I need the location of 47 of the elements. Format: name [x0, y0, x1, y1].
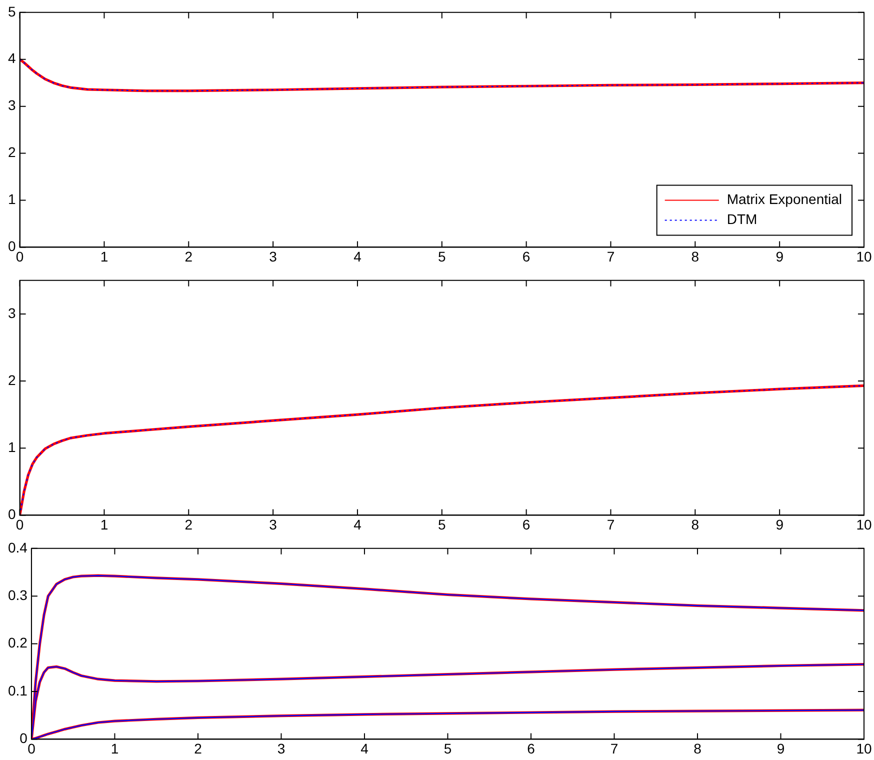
x-tick-label: 1: [110, 740, 119, 756]
x-tick-label: 2: [194, 740, 202, 756]
x-tick-label: 8: [691, 516, 700, 532]
x-tick-label: 3: [277, 740, 286, 756]
x-tick-label: 5: [438, 516, 446, 532]
y-tick-label: 3: [8, 97, 16, 114]
x-tick-label: 2: [184, 516, 193, 532]
y-tick-label: 2: [8, 144, 16, 160]
x-tick-label: 9: [776, 248, 784, 264]
legend-label: DTM: [726, 211, 758, 228]
x-tick-label: 4: [354, 516, 362, 532]
x-tick-label: 5: [438, 248, 446, 264]
y-tick-label: 0.4: [8, 539, 28, 556]
x-tick-label: 8: [694, 740, 702, 756]
x-tick-label: 6: [522, 516, 530, 532]
x-tick-label: 9: [776, 740, 785, 756]
x-tick-label: 6: [522, 248, 530, 264]
y-tick-label: 0.2: [8, 634, 28, 651]
x-tick-label: 7: [606, 248, 615, 264]
legend-label: Matrix Exponential: [726, 191, 842, 208]
y-tick-label: 0: [8, 506, 16, 522]
x-tick-label: 4: [360, 740, 369, 756]
x-tick-label: 10: [856, 740, 872, 756]
x-tick-label: 6: [527, 740, 536, 756]
x-tick-label: 9: [776, 516, 784, 532]
y-tick-label: 4: [8, 50, 16, 66]
y-tick-label: 1: [8, 438, 16, 455]
y-tick-label: 5: [8, 3, 16, 20]
x-tick-label: 10: [856, 248, 872, 264]
y-tick-label: 0.3: [8, 586, 28, 603]
y-tick-label: 0: [8, 238, 16, 254]
y-tick-label: 0.1: [8, 682, 28, 698]
y-tick-label: 0: [20, 730, 28, 746]
y-tick-label: 1: [8, 191, 16, 208]
y-tick-label: 3: [8, 304, 16, 321]
x-tick-label: 5: [444, 740, 452, 756]
x-tick-label: 8: [691, 248, 700, 264]
x-tick-label: 7: [610, 740, 618, 756]
x-tick-label: 3: [269, 516, 278, 532]
x-tick-label: 10: [856, 516, 872, 532]
x-tick-label: 1: [100, 248, 108, 264]
x-tick-label: 1: [100, 516, 108, 532]
y-tick-label: 2: [8, 372, 16, 388]
x-tick-label: 4: [354, 248, 362, 264]
x-tick-label: 7: [606, 516, 615, 532]
x-tick-label: 3: [269, 248, 278, 264]
x-tick-label: 2: [184, 248, 193, 264]
